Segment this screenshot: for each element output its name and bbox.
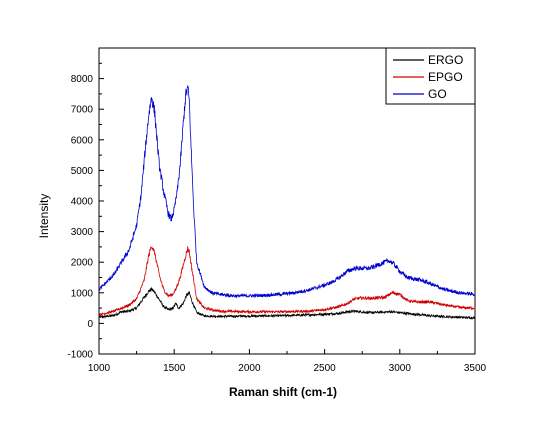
x-axis-title: Raman shift (cm-1)	[229, 385, 337, 399]
y-tick-label: 6000	[71, 135, 94, 146]
series-line-ergo	[98, 287, 476, 320]
x-tick-label: 1500	[163, 363, 186, 374]
y-tick-label: 3000	[71, 227, 94, 238]
x-tick-label: 2000	[238, 363, 261, 374]
y-tick-label: -1000	[67, 350, 93, 361]
y-axis-title: Intensity	[37, 194, 51, 239]
x-axis: 1000 1500 2000 2500 3000 3500	[88, 349, 487, 374]
y-tick-label: 8000	[71, 74, 94, 85]
y-axis: -1000 0 1000 2000 3000 4000 5000 6000 7000 8000	[67, 62, 104, 361]
y-tick-label: 5000	[71, 166, 94, 177]
x-tick-label: 2500	[313, 363, 336, 374]
series-layer	[98, 85, 476, 320]
series-line-epgo	[98, 245, 476, 317]
x-tick-label: 3000	[389, 363, 412, 374]
legend-label-epgo: EPGO	[428, 70, 463, 84]
y-tick-label: 2000	[71, 258, 94, 269]
x-tick-label: 3500	[464, 363, 487, 374]
y-tick-label: 1000	[71, 288, 94, 299]
legend: ERGO EPGO GO	[385, 47, 476, 105]
y-tick-label: 4000	[71, 197, 94, 208]
y-tick-label: 0	[87, 319, 93, 330]
y-tick-label: 7000	[71, 105, 94, 116]
legend-label-ergo: ERGO	[428, 53, 463, 67]
legend-label-go: GO	[428, 87, 447, 101]
series-line-go	[98, 85, 476, 299]
x-tick-label: 1000	[88, 363, 111, 374]
legend-box	[385, 47, 476, 105]
